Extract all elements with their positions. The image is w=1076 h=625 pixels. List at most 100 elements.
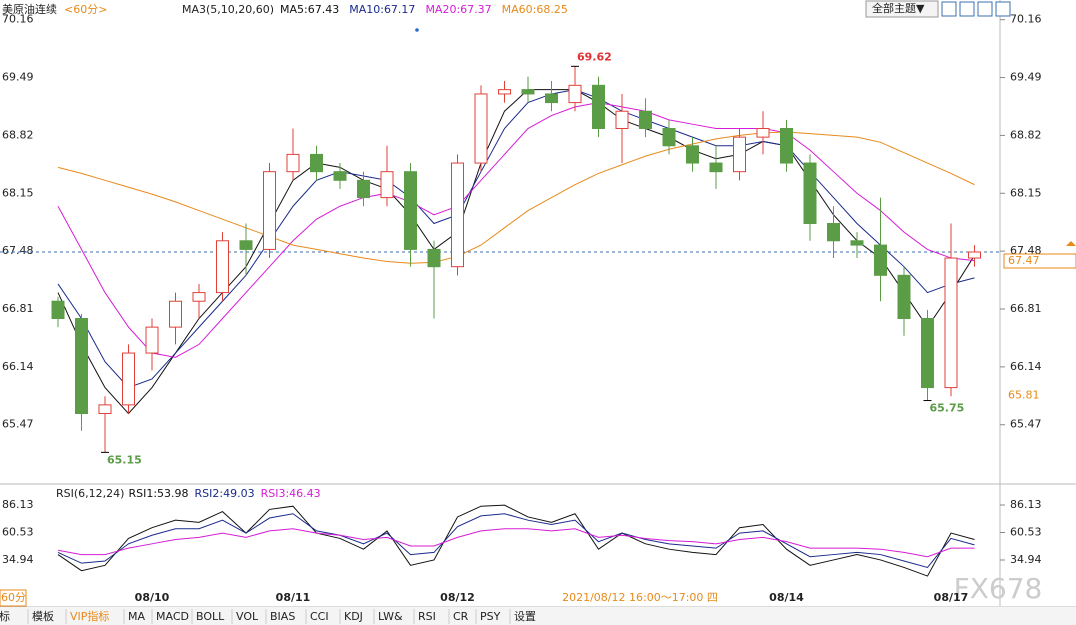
toolbar-item[interactable]: BOLL (196, 610, 225, 623)
annotation: 65.15 (107, 453, 142, 466)
candle-body (286, 153, 300, 173)
legend-entry: RSI3:46.43 (261, 487, 321, 500)
rsi-line (57, 504, 975, 577)
legend-entry: RSI2:49.03 (195, 487, 255, 500)
y-tick-label: 34.94 (1010, 553, 1042, 566)
candle-body (216, 240, 229, 294)
x-tick-label: 08/14 (769, 591, 804, 604)
candle-body (145, 326, 159, 354)
rsi-title: RSI(6,12,24) (56, 487, 124, 500)
candle-body (592, 84, 605, 130)
candle-body (122, 352, 135, 406)
y-tick-label: 69.49 (2, 71, 34, 84)
last-price-arrow (1066, 241, 1076, 246)
candle-body (98, 404, 112, 415)
toolbar-item[interactable]: PSY (480, 610, 501, 623)
y-tick-label: 65.47 (1010, 418, 1042, 431)
instrument-title: 美原油连续 (2, 2, 57, 16)
y-tick-label: 68.82 (2, 128, 34, 141)
candle-body (756, 128, 770, 138)
toolbar-item[interactable]: MACD (156, 610, 189, 623)
candle-body (545, 93, 558, 104)
x-tick-label: 08/17 (934, 591, 969, 604)
toolbar-item[interactable]: VIP指标 (70, 609, 109, 623)
toolbar-item[interactable]: VOL (236, 610, 259, 623)
y-tick-label: 66.14 (2, 360, 34, 373)
candle-body (498, 89, 511, 95)
toolbar-item[interactable]: 模板 (32, 609, 54, 623)
ma-line (57, 102, 975, 358)
y-tick-label: 70.16 (1010, 13, 1042, 26)
y-tick-label: 86.13 (2, 498, 34, 511)
legend-entry: RSI1:53.98 (128, 487, 188, 500)
toolbar-item[interactable]: MA (128, 610, 145, 623)
candle-body (615, 110, 629, 129)
icon[interactable] (959, 1, 975, 17)
candle-body (51, 300, 65, 319)
candle-body (75, 318, 88, 414)
x-tick-label: 08/10 (135, 591, 170, 604)
toolbar-item[interactable]: CR (453, 610, 469, 623)
icon[interactable] (977, 1, 993, 17)
candle-body (686, 145, 699, 164)
ma-line (57, 89, 975, 415)
candle-body (521, 89, 535, 95)
theme-button-label[interactable]: 全部主题▼ (872, 1, 925, 15)
candle-body (968, 251, 981, 259)
legend-entry: MA5:67.43 (280, 3, 339, 16)
period-box[interactable] (0, 589, 27, 607)
candle-body (827, 223, 840, 242)
tool-icons (941, 1, 1011, 17)
watermark: FX678 (954, 572, 1043, 605)
candle-body (239, 240, 253, 250)
candle-body (451, 162, 464, 268)
y-tick-label: 60.53 (1010, 526, 1042, 539)
theme-button[interactable] (865, 0, 939, 18)
candle-body (568, 84, 582, 104)
annotation: 69.62 (577, 50, 612, 63)
candle-body (639, 110, 652, 129)
indicator-label: MA3(5,10,20,60) (182, 3, 274, 16)
candle-body (404, 171, 417, 250)
x-tick-label: 08/11 (276, 591, 311, 604)
candle-body (803, 162, 817, 224)
y-tick-label: 65.47 (2, 418, 34, 431)
legend-entry: MA60:68.25 (502, 3, 568, 16)
toolbar-item[interactable]: LW& (378, 610, 403, 623)
toolbar-item[interactable]: BIAS (270, 610, 295, 623)
toolbar-item[interactable]: RSI (418, 610, 436, 623)
y-tick-label: 68.15 (2, 186, 34, 199)
y-tick-label: 66.81 (2, 302, 34, 315)
toolbar-item[interactable]: CCI (310, 610, 329, 623)
icon[interactable] (941, 1, 957, 17)
y-tick-label: 69.49 (1010, 71, 1042, 84)
toolbar-item[interactable]: KDJ (344, 610, 363, 623)
toolbar (0, 607, 1076, 625)
annotation: 65.75 (930, 402, 965, 415)
y-tick-label: 66.14 (1010, 360, 1042, 373)
candle-body (357, 179, 370, 199)
y-tick-label: 34.94 (2, 553, 34, 566)
icon[interactable] (995, 1, 1011, 17)
candle-body (733, 136, 746, 173)
candle-body (921, 318, 934, 389)
legend-entry: MA20:67.37 (425, 3, 491, 16)
toolbar-item[interactable]: 设置 (514, 610, 536, 623)
toolbar-item[interactable]: 指标 (0, 609, 10, 623)
candle-body (310, 153, 323, 173)
y-tick-label: 66.81 (1010, 302, 1042, 315)
candle-body (874, 244, 887, 276)
ma-line (57, 131, 975, 264)
candle-body (333, 171, 347, 181)
price-marker: 65.81 (1008, 388, 1040, 401)
candle-body (380, 171, 394, 199)
period-box-label[interactable]: 60分 (1, 591, 26, 604)
candle-body (944, 257, 958, 389)
rsi-line (57, 513, 975, 569)
y-tick-label: 68.82 (1010, 128, 1042, 141)
candle-body (662, 128, 676, 147)
y-tick-label: 70.16 (2, 13, 34, 26)
x-tick-label: 08/12 (440, 591, 475, 604)
